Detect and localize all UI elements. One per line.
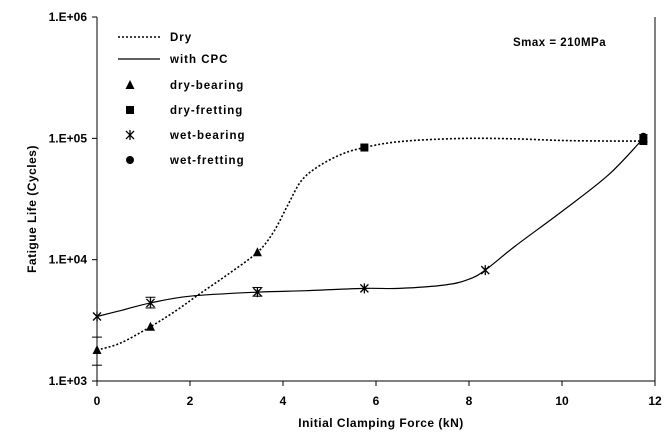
legend-circle-marker <box>126 156 134 164</box>
dry-bearing-marker <box>92 345 102 355</box>
y-tick-label: 1.E+04 <box>49 253 88 267</box>
legend-label-with-cpc: with CPC <box>169 54 228 66</box>
stress-annotation: Smax = 210MPa <box>513 37 606 49</box>
wet-fretting-marker <box>639 132 648 141</box>
legend-square-marker <box>126 106 134 114</box>
with-cpc-line <box>96 137 644 318</box>
legend-circle-icon <box>126 156 134 164</box>
dry-line <box>96 137 644 351</box>
dry-fretting-marker <box>360 143 369 152</box>
wet-bearing-marker <box>92 311 102 322</box>
legend-triangle-marker <box>125 80 135 89</box>
x-tick-label: 8 <box>466 394 473 408</box>
x-tick-label: 6 <box>373 394 380 408</box>
legend-label-wet-bearing: wet-bearing <box>169 130 246 142</box>
legend-label-dry-fretting: dry-fretting <box>170 105 243 117</box>
y-tick-label: 1.E+05 <box>49 131 88 145</box>
legend: Dry with CPC dry-bearing dry-fretting we… <box>118 32 246 167</box>
y-axis-title: Fatigue Life (Cycles) <box>25 145 39 273</box>
x-tick-label: 0 <box>94 394 101 408</box>
legend-label-dry: Dry <box>170 32 192 44</box>
dry-bearing-marker <box>145 321 155 331</box>
legend-label-wet-fretting: wet-fretting <box>169 155 245 167</box>
x-tick-label: 4 <box>280 394 287 408</box>
line-series <box>96 137 644 351</box>
wet-bearing-marker <box>480 265 490 276</box>
legend-asterisk-marker <box>125 130 135 140</box>
legend-square-icon <box>126 106 134 114</box>
ticks: 0 2 4 6 8 10 12 1.E+03 1.E+04 1.E+05 1.E+06 <box>49 10 662 408</box>
y-tick-label: 1.E+03 <box>49 374 88 388</box>
error-bars <box>92 286 263 366</box>
legend-asterisk-icon <box>125 130 135 140</box>
wet-bearing-marker <box>252 287 262 298</box>
y-tick-label: 1.E+06 <box>49 10 88 24</box>
x-tick-label: 2 <box>187 394 194 408</box>
x-tick-label: 12 <box>648 394 662 408</box>
axes <box>96 17 656 382</box>
x-tick-label: 10 <box>555 394 569 408</box>
dry-bearing-marker <box>252 247 262 257</box>
legend-triangle-icon <box>125 80 135 89</box>
x-axis-title: Initial Clamping Force (kN) <box>298 416 464 430</box>
data-markers <box>92 132 648 355</box>
legend-label-dry-bearing: dry-bearing <box>170 80 244 92</box>
wet-bearing-marker <box>146 297 155 308</box>
wet-bearing-marker <box>359 283 369 294</box>
